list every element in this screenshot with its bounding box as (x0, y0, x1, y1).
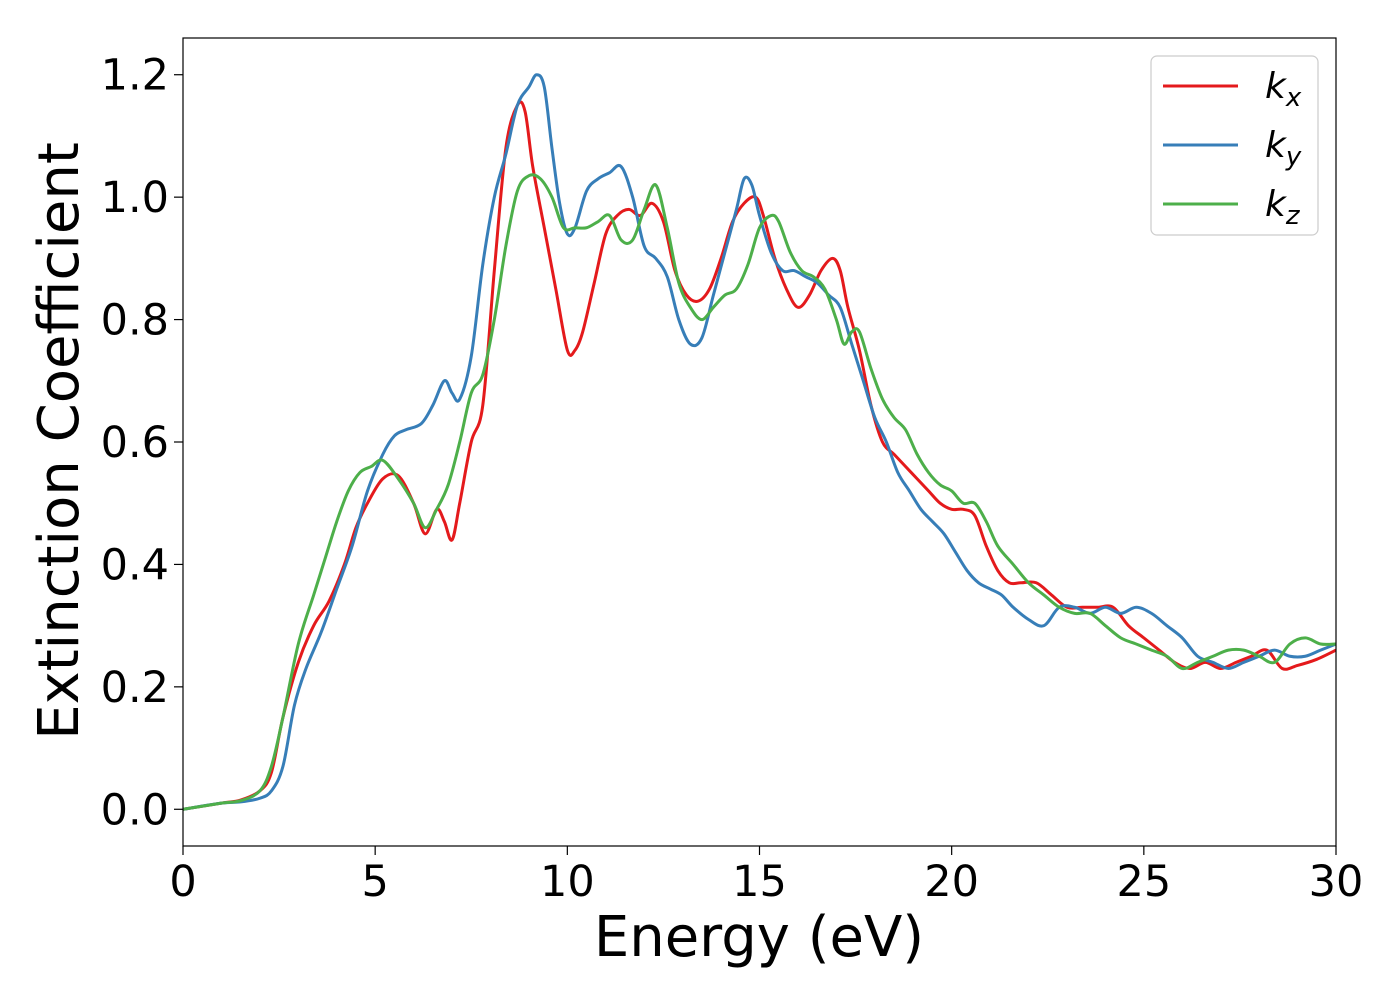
legend: kx ky kz (1150, 55, 1319, 236)
x-tick-label: 20 (924, 857, 979, 907)
y-tick-label: 0.6 (101, 418, 169, 468)
y-tick-label: 0.0 (101, 785, 169, 835)
x-tick-label: 25 (1116, 857, 1171, 907)
series-line-k-y (183, 73, 1336, 811)
y-axis-ticks: 0.0 0.2 0.4 0.6 0.8 1.0 1.2 (101, 51, 183, 835)
y-tick-label: 0.8 (101, 296, 169, 346)
x-tick-label: 5 (361, 857, 388, 907)
x-tick-label: 30 (1309, 857, 1364, 907)
y-tick-label: 0.2 (101, 663, 169, 713)
x-tick-label: 10 (540, 857, 595, 907)
x-axis-ticks: 0 5 10 15 20 25 30 (169, 846, 1363, 907)
y-tick-label: 1.0 (101, 173, 169, 223)
y-tick-label: 0.4 (101, 540, 169, 590)
x-axis-label: Energy (eV) (594, 905, 924, 970)
y-tick-label: 1.2 (101, 51, 169, 101)
series-line-k-x (183, 100, 1336, 811)
x-tick-label: 15 (732, 857, 787, 907)
y-axis-label: Extinction Coefficient (27, 142, 92, 740)
plot-lines (183, 73, 1336, 811)
x-tick-label: 0 (169, 857, 196, 907)
series-line-k-z (183, 173, 1336, 811)
legend-label: kz (1265, 184, 1301, 231)
legend-label: kx (1265, 66, 1302, 113)
legend-label: ky (1265, 125, 1302, 172)
